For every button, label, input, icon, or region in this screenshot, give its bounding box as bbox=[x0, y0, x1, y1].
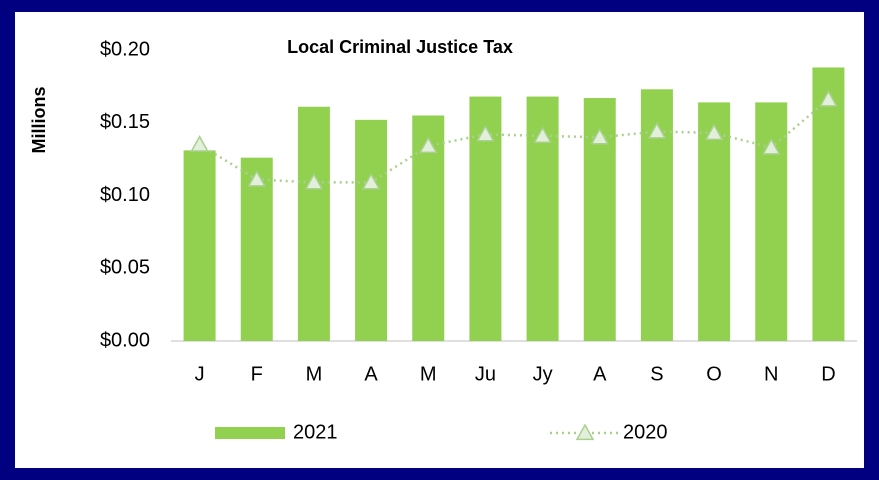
bar bbox=[297, 106, 330, 342]
y-tick-label: $0.00 bbox=[100, 329, 150, 351]
point-marker bbox=[247, 169, 267, 187]
point-marker bbox=[590, 127, 610, 145]
x-tick-label: M bbox=[420, 363, 437, 385]
point-marker bbox=[533, 126, 552, 143]
x-tick-label: O bbox=[706, 363, 722, 385]
point-marker bbox=[761, 137, 781, 155]
bar bbox=[355, 119, 388, 341]
point-marker bbox=[704, 123, 724, 141]
legend-marker bbox=[575, 423, 595, 441]
x-tick-label: A bbox=[593, 363, 607, 385]
y-tick-label: $0.10 bbox=[100, 184, 150, 206]
point-marker bbox=[304, 172, 324, 190]
point-marker bbox=[190, 135, 209, 152]
x-tick-label: F bbox=[251, 363, 263, 385]
legend-label: 2021 bbox=[293, 421, 338, 443]
point-marker bbox=[418, 136, 438, 154]
legend-label: 2020 bbox=[623, 421, 668, 443]
point-marker bbox=[361, 172, 381, 190]
bar bbox=[812, 67, 845, 342]
point-marker bbox=[647, 121, 667, 139]
x-tick-label: N bbox=[764, 363, 778, 385]
line bbox=[198, 98, 830, 184]
chart-title: Local Criminal Justice Tax bbox=[287, 37, 513, 57]
bar bbox=[698, 102, 731, 341]
point-marker bbox=[476, 124, 495, 142]
legend-swatch bbox=[215, 427, 285, 439]
x-tick-label: A bbox=[364, 363, 378, 385]
bar bbox=[240, 157, 273, 341]
x-tick-label: D bbox=[821, 363, 835, 385]
bar bbox=[183, 150, 216, 341]
point-marker bbox=[819, 89, 838, 107]
y-tick-label: $0.20 bbox=[100, 38, 150, 60]
x-tick-label: J bbox=[195, 363, 205, 385]
y-tick-label: $0.05 bbox=[100, 257, 150, 279]
x-tick-label: Ju bbox=[475, 363, 496, 385]
x-tick-label: S bbox=[650, 363, 663, 385]
x-tick-label: M bbox=[306, 363, 323, 385]
y-axis-label: Millions bbox=[29, 87, 49, 154]
x-tick-label: Jy bbox=[533, 363, 553, 385]
y-tick-label: $0.15 bbox=[100, 111, 150, 133]
